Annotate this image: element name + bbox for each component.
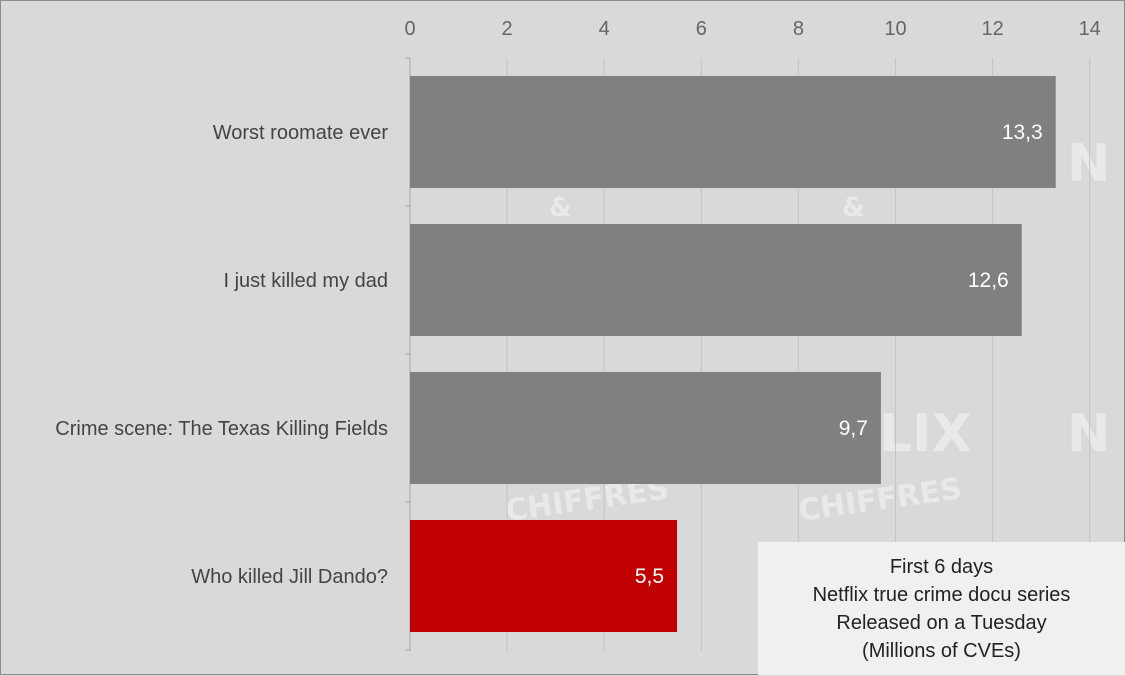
x-tick-label: 2 — [502, 18, 513, 40]
watermark-ampersand-1: & — [549, 193, 572, 223]
annotation-box: First 6 days Netflix true crime docu ser… — [758, 542, 1125, 675]
x-tick-label: 6 — [696, 18, 707, 40]
x-tick-label: 0 — [404, 18, 415, 40]
annotation-line-1: First 6 days — [889, 555, 994, 578]
bar-value-label: 13,3 — [1002, 121, 1043, 144]
category-label: Worst roomate ever — [213, 122, 389, 144]
bar — [410, 520, 678, 632]
watermark-lix: LIX — [879, 404, 972, 464]
x-tick-label: 10 — [884, 18, 906, 40]
watermark-ampersand-2: & — [842, 193, 865, 223]
watermark-n-2: N — [1067, 404, 1111, 464]
bar-value-label: 12,6 — [968, 269, 1009, 292]
bar — [410, 372, 881, 484]
bars: 13,3 12,6 9,7 5,5 — [410, 76, 1056, 632]
annotation-line-4: (Millions of CVEs) — [862, 639, 1021, 662]
bar-value-label: 5,5 — [635, 565, 664, 588]
x-tick-label: 4 — [599, 18, 610, 40]
category-labels: Worst roomate ever I just killed my dad Cr… — [55, 122, 388, 588]
bar — [410, 76, 1056, 188]
watermark-n-1: N — [1067, 134, 1111, 194]
bar-value-label: 9,7 — [839, 417, 868, 440]
x-tick-label: 8 — [793, 18, 804, 40]
annotation-line-3: Released on a Tuesday — [836, 611, 1047, 634]
x-tick-label: 12 — [981, 18, 1003, 40]
x-tick-label: 14 — [1079, 18, 1101, 40]
category-label: I just killed my dad — [223, 270, 388, 292]
category-label: Who killed Jill Dando? — [191, 566, 388, 588]
annotation-line-2: Netflix true crime docu series — [812, 583, 1071, 606]
category-label: Crime scene: The Texas Killing Fields — [55, 418, 388, 440]
bar — [410, 224, 1022, 336]
